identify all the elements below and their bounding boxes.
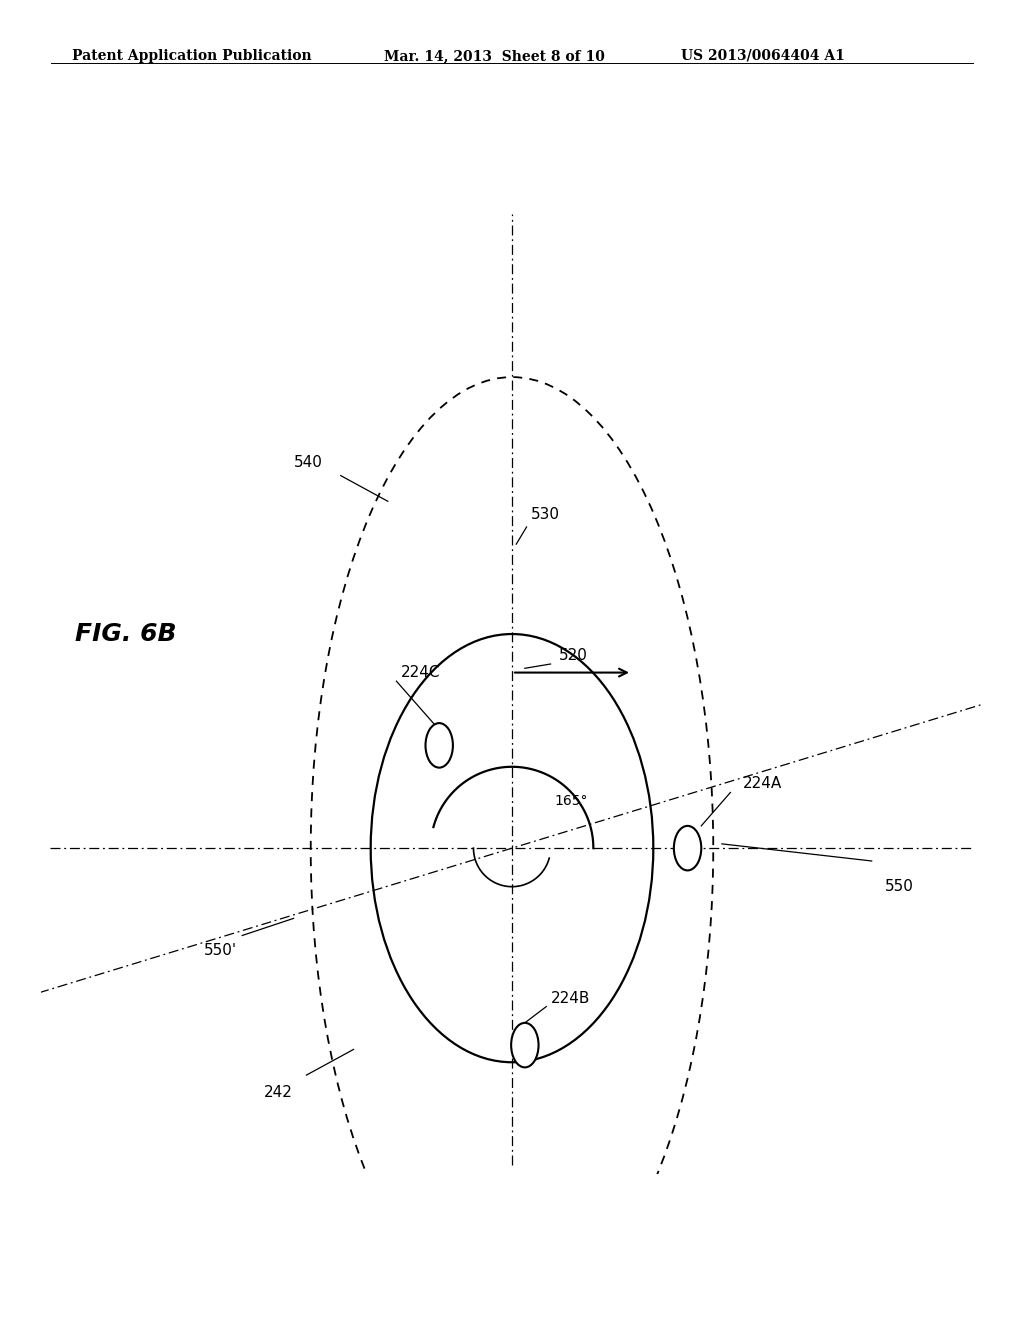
Text: Mar. 14, 2013  Sheet 8 of 10: Mar. 14, 2013 Sheet 8 of 10 [384, 49, 605, 63]
Text: 165°: 165° [555, 795, 589, 808]
Text: 242: 242 [263, 1085, 293, 1100]
Text: 550': 550' [204, 944, 237, 958]
Text: 530: 530 [530, 507, 560, 521]
Text: 224A: 224A [743, 776, 782, 792]
Text: 224B: 224B [551, 990, 590, 1006]
Text: 550: 550 [885, 879, 913, 894]
Text: US 2013/0064404 A1: US 2013/0064404 A1 [681, 49, 845, 63]
Ellipse shape [511, 1023, 539, 1068]
Text: 540: 540 [294, 455, 323, 470]
Ellipse shape [674, 826, 701, 870]
Ellipse shape [426, 723, 453, 768]
Text: 520: 520 [559, 648, 588, 663]
Text: 224C: 224C [400, 665, 440, 680]
Text: Patent Application Publication: Patent Application Publication [72, 49, 311, 63]
Text: FIG. 6B: FIG. 6B [75, 622, 177, 645]
